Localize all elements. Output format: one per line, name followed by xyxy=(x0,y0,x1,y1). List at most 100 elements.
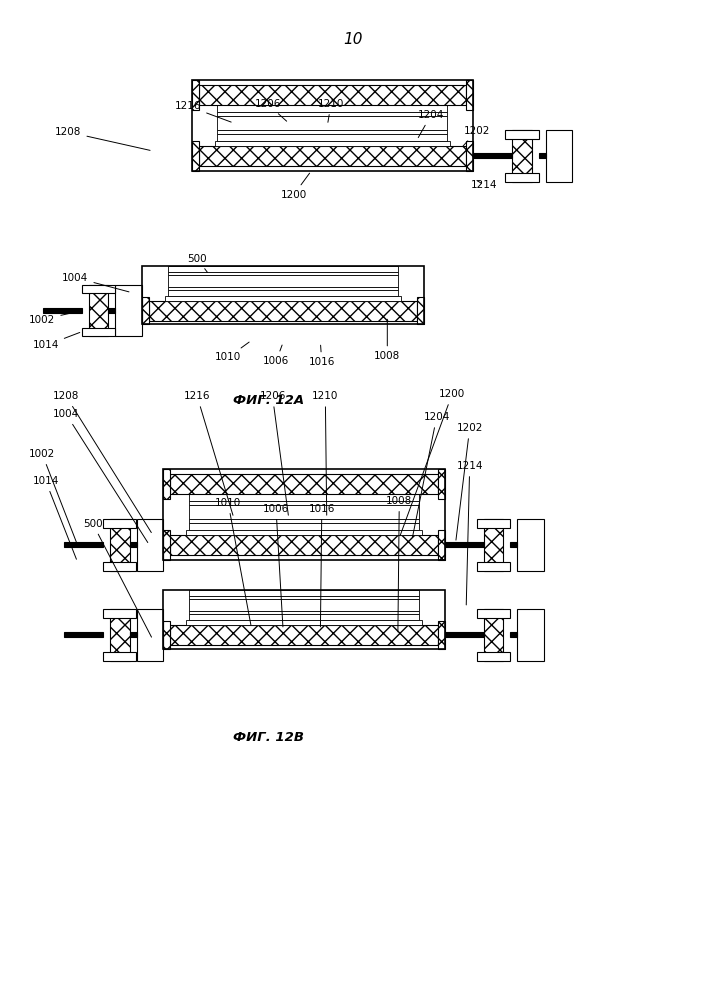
Text: 1002: 1002 xyxy=(29,311,80,325)
Bar xyxy=(466,141,473,171)
Text: 1202: 1202 xyxy=(456,423,483,540)
Text: 1214: 1214 xyxy=(457,461,483,605)
Text: 1004: 1004 xyxy=(62,273,129,292)
Bar xyxy=(215,141,450,146)
Text: 1014: 1014 xyxy=(33,476,76,559)
Bar xyxy=(189,523,419,530)
Text: 1200: 1200 xyxy=(281,173,310,200)
Text: 1006: 1006 xyxy=(263,504,289,627)
Bar xyxy=(168,272,398,275)
Bar xyxy=(445,542,484,547)
Bar xyxy=(168,287,398,290)
Bar xyxy=(189,505,419,519)
Bar xyxy=(163,590,445,649)
Text: 1208: 1208 xyxy=(55,127,150,150)
Text: 1002: 1002 xyxy=(29,449,76,542)
Bar xyxy=(484,609,503,661)
Bar xyxy=(217,105,448,112)
Text: 1016: 1016 xyxy=(309,345,335,367)
Bar xyxy=(129,542,136,547)
Bar xyxy=(217,134,448,141)
Bar xyxy=(477,652,510,661)
Text: 1010: 1010 xyxy=(215,342,249,362)
Bar xyxy=(473,153,512,158)
Bar xyxy=(136,609,163,661)
Bar xyxy=(505,130,539,139)
Bar xyxy=(136,519,163,571)
Bar xyxy=(163,530,170,560)
Bar xyxy=(189,596,419,599)
Bar xyxy=(103,562,136,571)
Bar xyxy=(192,80,473,171)
Bar xyxy=(170,625,438,645)
Bar xyxy=(82,285,115,293)
Bar xyxy=(438,530,445,560)
Text: 1200: 1200 xyxy=(400,389,465,535)
Bar xyxy=(199,85,466,105)
Bar xyxy=(110,609,129,661)
Bar xyxy=(217,112,448,116)
Bar xyxy=(103,609,136,618)
Bar xyxy=(163,621,170,649)
Bar xyxy=(187,530,422,535)
Bar xyxy=(142,266,424,324)
Bar xyxy=(103,519,136,528)
Text: 1206: 1206 xyxy=(259,391,288,515)
Bar xyxy=(189,519,419,523)
Text: 1208: 1208 xyxy=(53,391,151,533)
Bar xyxy=(512,130,532,182)
Text: 1216: 1216 xyxy=(175,101,231,122)
Bar xyxy=(546,130,573,182)
Bar xyxy=(518,609,544,661)
Bar xyxy=(477,519,510,528)
Text: 1004: 1004 xyxy=(53,409,148,543)
Bar xyxy=(82,328,115,336)
Bar xyxy=(192,80,199,110)
Bar xyxy=(189,614,419,620)
Bar xyxy=(149,301,417,321)
Bar xyxy=(189,590,419,596)
Bar xyxy=(165,296,401,301)
Bar xyxy=(192,141,199,171)
Bar xyxy=(417,297,424,324)
Text: ФИГ. 12В: ФИГ. 12В xyxy=(233,731,305,744)
Bar xyxy=(168,275,398,287)
Bar xyxy=(189,501,419,505)
Text: 1202: 1202 xyxy=(463,126,490,146)
Text: 1010: 1010 xyxy=(215,498,251,625)
Text: 1008: 1008 xyxy=(374,319,400,361)
Bar xyxy=(142,297,149,324)
Text: 1216: 1216 xyxy=(184,391,233,515)
Bar xyxy=(103,652,136,661)
Text: 1206: 1206 xyxy=(255,99,286,121)
Text: 500: 500 xyxy=(187,254,207,272)
Bar xyxy=(168,290,398,296)
Bar xyxy=(217,130,448,134)
Bar xyxy=(518,519,544,571)
Bar xyxy=(477,562,510,571)
Bar xyxy=(505,173,539,182)
Text: 1014: 1014 xyxy=(33,332,80,350)
Bar xyxy=(187,620,422,625)
Bar xyxy=(108,308,115,313)
Bar xyxy=(170,474,438,494)
Text: 1204: 1204 xyxy=(412,412,450,537)
Bar xyxy=(43,308,82,313)
Bar xyxy=(168,266,398,272)
Bar xyxy=(510,542,518,547)
Bar xyxy=(217,116,448,130)
Bar xyxy=(466,80,473,110)
Bar xyxy=(445,632,484,637)
Text: 10: 10 xyxy=(344,32,363,47)
Bar xyxy=(189,611,419,614)
Bar xyxy=(189,494,419,501)
Bar xyxy=(438,621,445,649)
Text: 1006: 1006 xyxy=(263,345,289,366)
Bar xyxy=(110,519,129,571)
Bar xyxy=(189,599,419,611)
Bar xyxy=(64,542,103,547)
Bar xyxy=(170,535,438,555)
Bar xyxy=(438,469,445,499)
Bar xyxy=(129,632,136,637)
Bar xyxy=(539,153,546,158)
